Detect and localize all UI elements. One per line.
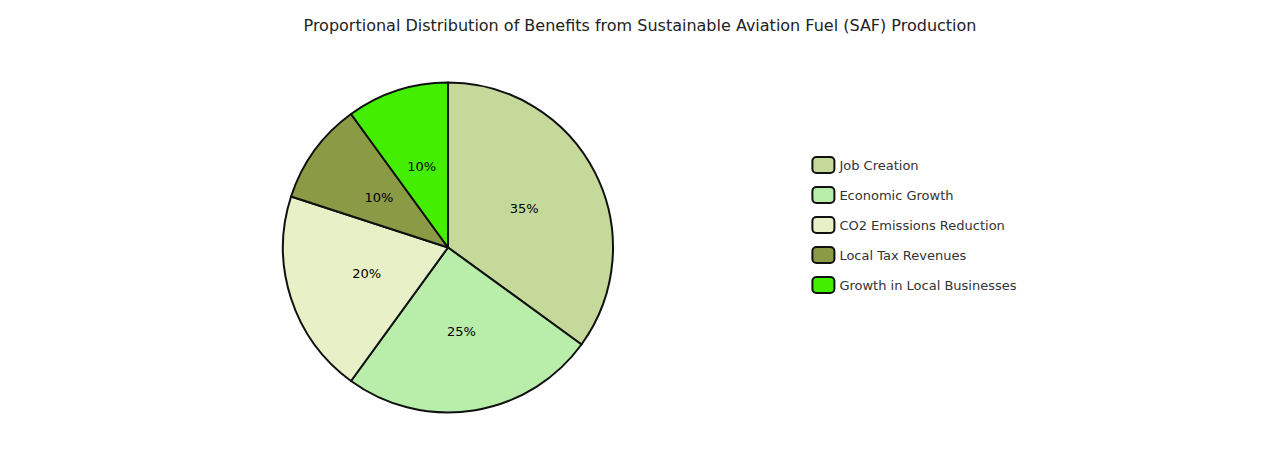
svg-text:Proportional Distribution of B: Proportional Distribution of Benefits fr… [304, 16, 977, 35]
svg-text:20%: 20% [352, 266, 381, 281]
svg-text:Economic Growth: Economic Growth [839, 188, 953, 203]
svg-text:Local Tax Revenues: Local Tax Revenues [839, 248, 966, 263]
svg-text:Job Creation: Job Creation [838, 158, 918, 173]
svg-text:Growth in Local Businesses: Growth in Local Businesses [839, 278, 1016, 293]
svg-text:35%: 35% [510, 201, 539, 216]
svg-text:10%: 10% [364, 190, 393, 205]
svg-text:10%: 10% [407, 159, 436, 174]
svg-text:25%: 25% [447, 324, 476, 339]
svg-text:CO2 Emissions Reduction: CO2 Emissions Reduction [839, 218, 1004, 233]
